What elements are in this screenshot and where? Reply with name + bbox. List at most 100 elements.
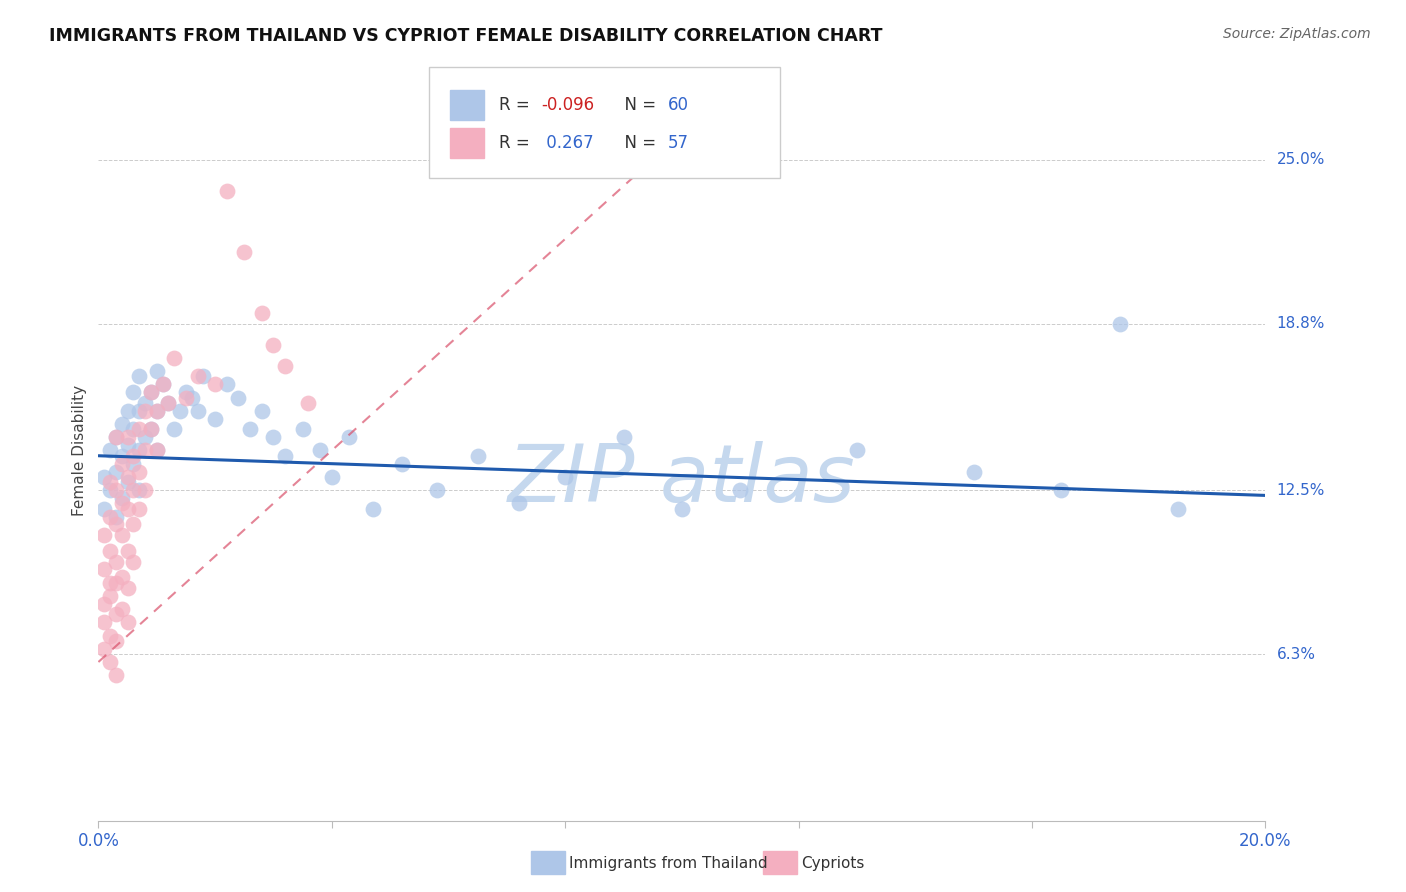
Point xyxy=(157,396,180,410)
Point xyxy=(163,351,186,365)
Point xyxy=(391,457,413,471)
Text: -0.096: -0.096 xyxy=(541,96,595,114)
Point xyxy=(98,443,121,458)
Point xyxy=(111,457,134,471)
Point xyxy=(117,501,139,516)
Point xyxy=(128,483,150,497)
Point xyxy=(193,369,215,384)
Point xyxy=(134,483,156,497)
Point xyxy=(117,544,139,558)
Point xyxy=(93,501,115,516)
Point xyxy=(93,528,115,542)
Point xyxy=(134,396,156,410)
Text: N =: N = xyxy=(614,134,662,152)
Point xyxy=(250,306,273,320)
Point xyxy=(98,575,121,590)
Point xyxy=(321,470,343,484)
Point xyxy=(274,359,297,373)
Point xyxy=(962,465,984,479)
Point xyxy=(1050,483,1073,497)
Point xyxy=(104,517,127,532)
Point xyxy=(122,555,145,569)
Point xyxy=(104,575,127,590)
Point xyxy=(174,391,197,405)
Point xyxy=(93,562,115,576)
Point xyxy=(467,449,489,463)
Point xyxy=(98,509,121,524)
Text: N =: N = xyxy=(614,96,662,114)
Point xyxy=(1108,317,1130,331)
Point xyxy=(128,465,150,479)
Point xyxy=(1167,501,1189,516)
Point xyxy=(139,385,162,400)
Point xyxy=(128,422,150,436)
Point xyxy=(146,404,169,418)
Point xyxy=(169,404,191,418)
Point xyxy=(98,483,121,497)
Point xyxy=(134,443,156,458)
Text: 12.5%: 12.5% xyxy=(1277,483,1324,498)
Point xyxy=(128,443,150,458)
Point xyxy=(139,385,162,400)
Point xyxy=(337,430,360,444)
Point xyxy=(250,404,273,418)
Point xyxy=(122,457,145,471)
Text: 0.267: 0.267 xyxy=(541,134,593,152)
Point xyxy=(98,655,121,669)
Point xyxy=(93,641,115,656)
Point xyxy=(122,422,145,436)
Text: IMMIGRANTS FROM THAILAND VS CYPRIOT FEMALE DISABILITY CORRELATION CHART: IMMIGRANTS FROM THAILAND VS CYPRIOT FEMA… xyxy=(49,27,883,45)
Point xyxy=(180,391,202,405)
Text: R =: R = xyxy=(499,134,536,152)
Point xyxy=(297,396,319,410)
Point xyxy=(134,430,156,444)
Text: R =: R = xyxy=(499,96,536,114)
Point xyxy=(122,483,145,497)
Point xyxy=(274,449,297,463)
Point xyxy=(426,483,449,497)
Text: Source: ZipAtlas.com: Source: ZipAtlas.com xyxy=(1223,27,1371,41)
Point xyxy=(128,501,150,516)
Point xyxy=(612,430,634,444)
Point xyxy=(730,483,752,497)
Point xyxy=(204,377,226,392)
Point xyxy=(146,443,169,458)
Point xyxy=(139,422,162,436)
Point xyxy=(117,615,139,630)
Point xyxy=(215,377,238,392)
Point xyxy=(233,245,256,260)
Point xyxy=(152,377,174,392)
Point xyxy=(104,555,127,569)
Point xyxy=(117,430,139,444)
Point xyxy=(146,443,169,458)
Point xyxy=(117,475,139,490)
Point xyxy=(98,628,121,642)
Point xyxy=(215,185,238,199)
Point xyxy=(117,438,139,452)
Point xyxy=(111,496,134,510)
Point xyxy=(361,501,384,516)
Point xyxy=(146,404,169,418)
Point xyxy=(262,430,284,444)
Point xyxy=(93,470,115,484)
Point xyxy=(508,496,530,510)
Text: Immigrants from Thailand: Immigrants from Thailand xyxy=(569,856,768,871)
Point xyxy=(122,385,145,400)
Point xyxy=(846,443,869,458)
Point xyxy=(139,422,162,436)
Text: Cypriots: Cypriots xyxy=(801,856,865,871)
Point xyxy=(152,377,174,392)
Point xyxy=(122,449,145,463)
Point xyxy=(146,364,169,378)
Point xyxy=(93,615,115,630)
Point xyxy=(98,475,121,490)
Point xyxy=(239,422,262,436)
Point xyxy=(111,491,134,505)
Point xyxy=(111,449,134,463)
Point xyxy=(204,411,226,425)
Point xyxy=(122,517,145,532)
Text: ZIP atlas: ZIP atlas xyxy=(508,441,856,519)
Point xyxy=(187,369,209,384)
Point xyxy=(104,633,127,648)
Point xyxy=(111,528,134,542)
